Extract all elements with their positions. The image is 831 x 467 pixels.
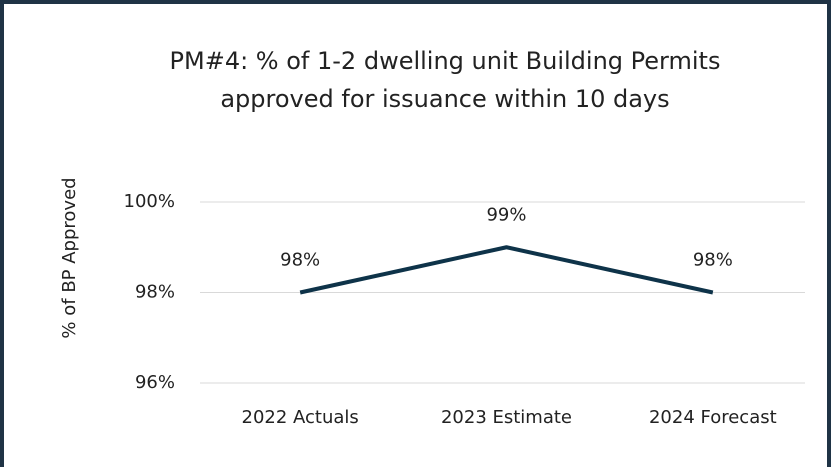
y-axis-label: % of BP Approved <box>59 177 80 338</box>
data-label: 98% <box>693 250 733 271</box>
y-tick-label: 98% <box>135 282 175 303</box>
y-tick-label: 96% <box>135 372 175 393</box>
x-tick-label: 2022 Actuals <box>242 407 359 428</box>
data-label: 98% <box>280 250 320 271</box>
line-series <box>299 245 714 295</box>
data-label: 99% <box>486 204 526 225</box>
x-tick-label: 2024 Forecast <box>649 407 777 428</box>
x-tick-label: 2023 Estimate <box>441 407 572 428</box>
y-tick-label: 100% <box>124 191 175 212</box>
chart-title: PM#4: % of 1-2 dwelling unit Building Pe… <box>169 47 721 113</box>
